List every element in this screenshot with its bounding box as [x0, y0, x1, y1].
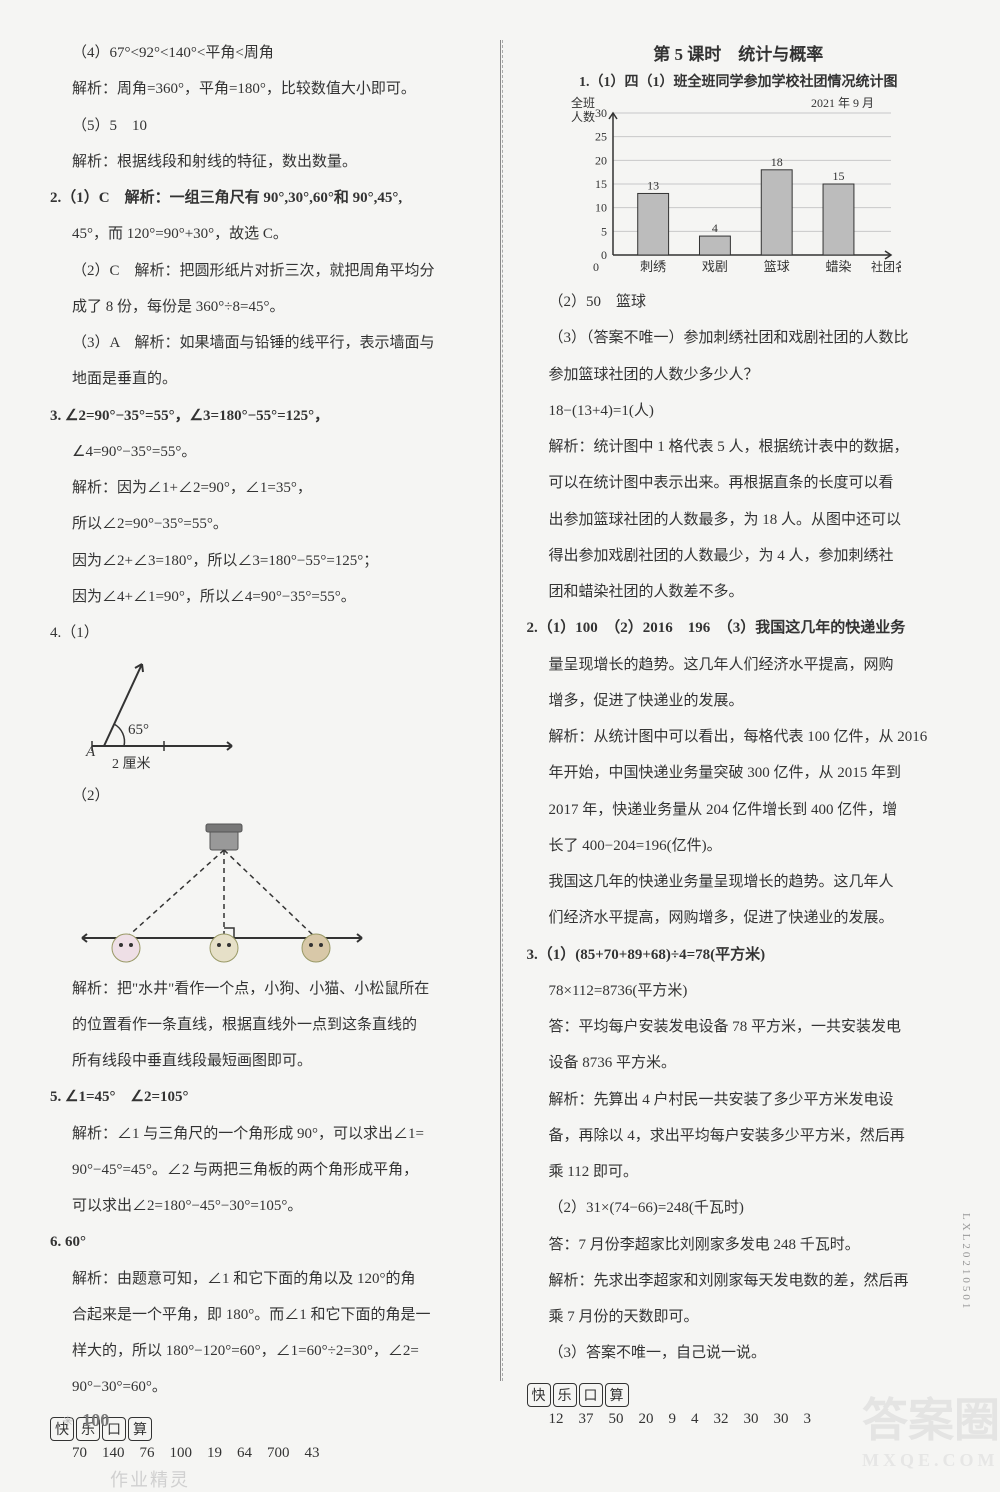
r-p1-e3: 出参加篮球社团的人数最多，为 18 人。从图中还可以 — [527, 507, 951, 533]
r-q2-e1: 解析：从统计图中可以看出，每格代表 100 亿件，从 2016 — [527, 724, 951, 750]
q2-2b: 成了 8 份，每份是 360°÷8=45°。 — [50, 294, 474, 320]
q1-4-explain: 解析：周角=360°，平角=180°，比较数值大小即可。 — [50, 76, 474, 102]
svg-text:15: 15 — [595, 177, 607, 191]
kk-label-right: 快 乐 口 算 — [527, 1383, 629, 1407]
q5-e1: 解析：∠1 与三角尺的一个角形成 90°，可以求出∠1= — [50, 1121, 474, 1147]
svg-text:15: 15 — [832, 169, 844, 183]
q6-e1: 解析：由题意可知，∠1 和它下面的角以及 120°的角 — [50, 1266, 474, 1292]
svg-text:蜡染: 蜡染 — [825, 259, 851, 274]
svg-text:刺绣: 刺绣 — [640, 259, 666, 274]
length-label: 2 厘米 — [112, 753, 514, 773]
r-q3-2: 78×112=8736(平方米) — [527, 978, 951, 1004]
svg-text:20: 20 — [595, 153, 607, 167]
q3-e2: 所以∠2=90°−35°=55°。 — [50, 511, 474, 537]
q4-e1: 解析：把"水井"看作一个点，小狗、小猫、小松鼠所在 — [50, 976, 474, 1002]
q4-e2: 的位置看作一条直线，根据直线外一点到这条直线的 — [50, 1012, 474, 1038]
r-q3-7: （3）答案不唯一，自己说一说。 — [527, 1340, 951, 1366]
right-column: 第 5 课时 统计与概率 1.（1）四（1）班全班同学参加学校社团情况统计图 全… — [527, 40, 951, 1381]
watermark-faint: 作业精灵 — [110, 1466, 474, 1492]
q3-2: ∠4=90°−35°=55°。 — [50, 439, 474, 465]
q6-e2: 合起来是一个平角，即 180°。而∠1 和它下面的角是一 — [50, 1302, 474, 1328]
r-q3-e1: 解析：先算出 4 户村民一共安装了多少平方米发电设 — [527, 1087, 951, 1113]
svg-text:人数: 人数 — [571, 109, 595, 124]
q4-figure-2 — [72, 820, 474, 970]
r-q2-e3: 2017 年，快递业务量从 204 亿件增长到 400 亿件，增 — [527, 797, 951, 823]
svg-text:25: 25 — [595, 130, 607, 144]
r-p1-e4: 得出参加戏剧社团的人数最少，为 4 人，参加刺绣社 — [527, 543, 951, 569]
kk-values-right: 12 37 50 20 9 4 32 30 30 3 — [527, 1407, 951, 1428]
r-q3-e3: 乘 112 即可。 — [527, 1159, 951, 1185]
svg-text:0: 0 — [593, 260, 599, 274]
r-p1-e2: 可以在统计图中表示出来。再根据直条的长度可以看 — [527, 470, 951, 496]
svg-text:戏剧: 戏剧 — [701, 259, 727, 274]
svg-text:5: 5 — [601, 224, 607, 238]
r-p1-3b: 参加篮球社团的人数少多少人？ — [527, 362, 951, 388]
r-q3-e4: 解析：先求出李超家和刘刚家每天发电数的差，然后再 — [527, 1268, 951, 1294]
q4-label: 4.（1） — [50, 620, 474, 646]
q2-3a: （3）A 解析：如果墙面与铅锤的线平行，表示墙面与 — [50, 330, 474, 356]
r-q3-3: 答：平均每户安装发电设备 78 平方米，一共安装发电 — [527, 1014, 951, 1040]
kk-values-left: 70 140 76 100 19 64 700 43 — [50, 1441, 474, 1462]
q1-4: （4）67°<92°<140°<平角<周角 — [50, 40, 474, 66]
chart-heading: 1.（1）四（1）班全班同学参加学校社团情况统计图 — [527, 71, 951, 91]
svg-text:18: 18 — [770, 155, 782, 169]
r-q2-2: 量呈现增长的趋势。这几年人们经济水平提高，网购 — [527, 652, 951, 678]
r-q3-4: 设备 8736 平方米。 — [527, 1050, 951, 1076]
svg-text:30: 30 — [595, 106, 607, 120]
q5: 5. ∠1=45° ∠2=105° — [50, 1084, 474, 1110]
r-q2-3: 增多，促进了快递业的发展。 — [527, 688, 951, 714]
q2-3b: 地面是垂直的。 — [50, 366, 474, 392]
column-divider — [500, 40, 501, 1381]
r-p1-e1: 解析：统计图中 1 格代表 5 人，根据统计表中的数据， — [527, 434, 951, 460]
r-q2-e2: 年开始，中国快递业务量突破 300 亿件，从 2015 年到 — [527, 760, 951, 786]
bar-chart: 全班人数 2021 年 9 月 0 5 10 15 20 25 30 13 刺绣 4 戏剧 18 篮球 15 蜡… — [527, 93, 951, 283]
r-q3-5: （2）31×(74−66)=248(千瓦时) — [527, 1195, 951, 1221]
snowflake-icon: ✳ — [62, 1415, 74, 1430]
q6-e4: 90°−30°=60°。 — [50, 1374, 474, 1400]
angle-label: 65° — [128, 722, 530, 739]
q1-5: （5）5 10 — [50, 113, 474, 139]
r-q2-e5: 我国这几年的快递业务量呈现增长的趋势。这几年人 — [527, 869, 951, 895]
lesson-title: 第 5 课时 统计与概率 — [527, 40, 951, 65]
q4-e3: 所有线段中垂直线段最短画图即可。 — [50, 1048, 474, 1074]
q2-1: 2.（1）C 解析：一组三角尺有 90°,30°,60°和 90°,45°, — [50, 185, 474, 211]
page-number: ✳ 100 — [62, 1410, 109, 1431]
svg-text:4: 4 — [711, 221, 717, 235]
r-q3-e5: 乘 7 月份的天数即可。 — [527, 1304, 951, 1330]
r-q3-e2: 备，再除以 4，求出平均每户安装多少平方米，然后再 — [527, 1123, 951, 1149]
q3-e4: 因为∠4+∠1=90°，所以∠4=90°−35°=55°。 — [50, 584, 474, 610]
svg-text:13: 13 — [647, 178, 659, 192]
r-p1-3a: （3）（答案不唯一）参加刺绣社团和戏剧社团的人数比 — [527, 325, 951, 351]
q6: 6. 60° — [50, 1229, 474, 1255]
r-p1-3c: 18−(13+4)=1(人) — [527, 398, 951, 424]
q2-1b: 45°，而 120°=90°+30°，故选 C。 — [50, 221, 474, 247]
q3-1: 3. ∠2=90°−35°=55°，∠3=180°−55°=125°， — [50, 403, 474, 429]
r-q2-e6: 们经济水平提高，网购增多，促进了快递业的发展。 — [527, 905, 951, 931]
svg-text:A: A — [85, 744, 96, 760]
r-q3-6: 答：7 月份李超家比刘刚家多发电 248 千瓦时。 — [527, 1232, 951, 1258]
r-p1-e5: 团和蜡染社团的人数差不多。 — [527, 579, 951, 605]
q5-e2: 90°−45°=45°。∠2 与两把三角板的两个角形成平角， — [50, 1157, 474, 1183]
q4-2-label: （2） — [50, 783, 474, 809]
svg-text:全班: 全班 — [571, 95, 595, 110]
svg-text:2021 年 9 月: 2021 年 9 月 — [811, 96, 874, 110]
q4-figure-1: A 65° 2 厘米 — [72, 656, 474, 803]
svg-text:0: 0 — [601, 248, 607, 262]
q6-e3: 样大的，所以 180°−120°=60°，∠1=60°÷2=30°，∠2= — [50, 1338, 474, 1364]
svg-text:10: 10 — [595, 201, 607, 215]
svg-text:篮球: 篮球 — [763, 259, 789, 274]
r-q2-e4: 长了 400−204=196(亿件)。 — [527, 833, 951, 859]
q3-e1: 解析：因为∠1+∠2=90°，∠1=35°， — [50, 475, 474, 501]
r-q2-1: 2.（1）100 （2）2016 196 （3）我国这几年的快递业务 — [527, 615, 951, 641]
svg-text:社团名称: 社团名称 — [871, 259, 901, 274]
r-p1-2: （2）50 篮球 — [527, 289, 951, 315]
q3-e3: 因为∠2+∠3=180°，所以∠3=180°−55°=125°； — [50, 548, 474, 574]
q5-e3: 可以求出∠2=180°−45°−30°=105°。 — [50, 1193, 474, 1219]
q1-5-explain: 解析：根据线段和射线的特征，数出数量。 — [50, 149, 474, 175]
side-code: LXL20210501 — [960, 1213, 972, 1311]
q2-2a: （2）C 解析：把圆形纸片对折三次，就把周角平均分 — [50, 258, 474, 284]
r-q3-1: 3.（1）(85+70+89+68)÷4=78(平方米) — [527, 942, 951, 968]
left-column: （4）67°<92°<140°<平角<周角 解析：周角=360°，平角=180°… — [50, 40, 474, 1381]
